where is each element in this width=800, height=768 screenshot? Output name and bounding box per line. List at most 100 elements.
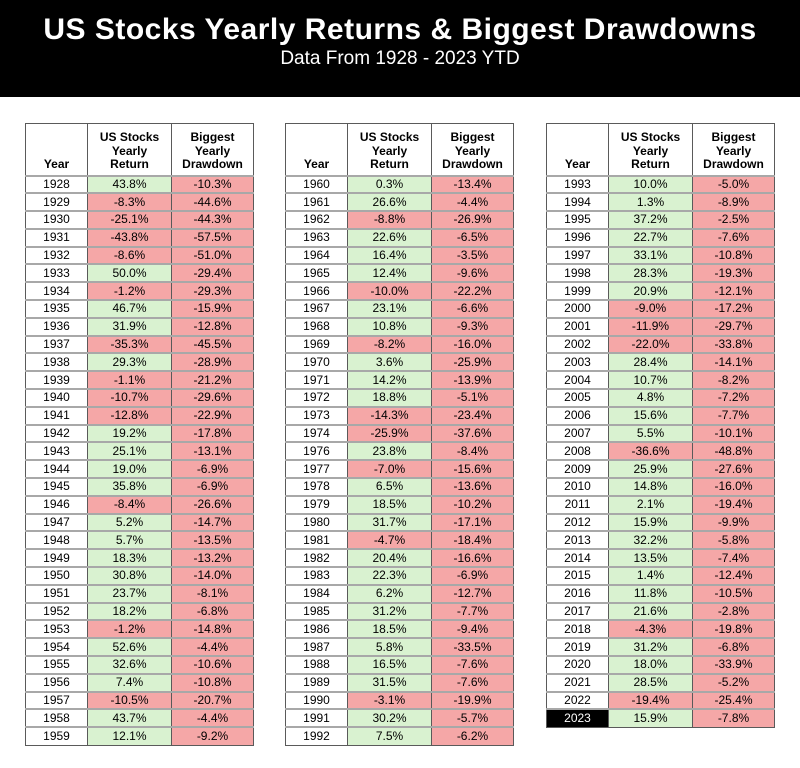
table-row: 2000 -9.0% -17.2% bbox=[546, 299, 775, 318]
table-row: 1965 12.4% -9.6% bbox=[285, 263, 514, 283]
drawdown-cell: -33.5% bbox=[431, 637, 514, 657]
year-cell: 2020 bbox=[546, 655, 609, 674]
year-cell: 2000 bbox=[546, 299, 609, 318]
drawdown-cell: -12.1% bbox=[692, 281, 775, 301]
year-cell: 1998 bbox=[546, 263, 609, 283]
return-column-header: US Stocks Yearly Return bbox=[608, 123, 693, 176]
drawdown-cell: -14.8% bbox=[171, 619, 254, 639]
drawdown-cell: -9.2% bbox=[171, 726, 254, 745]
drawdown-cell: -5.7% bbox=[431, 708, 514, 728]
table-row: 2002 -22.0% -33.8% bbox=[546, 334, 775, 354]
table-row: 1981 -4.7% -18.4% bbox=[285, 530, 514, 550]
return-cell: 21.6% bbox=[608, 601, 693, 621]
return-cell: 30.2% bbox=[347, 708, 432, 728]
year-cell: 1987 bbox=[285, 637, 348, 657]
year-cell: 1969 bbox=[285, 334, 348, 354]
drawdown-cell: -44.6% bbox=[171, 192, 254, 212]
return-cell: 31.2% bbox=[347, 601, 432, 621]
return-cell: 32.2% bbox=[608, 530, 693, 550]
return-cell: 43.8% bbox=[87, 174, 172, 194]
header-row: Year US Stocks Yearly Return Biggest Yea… bbox=[25, 123, 254, 176]
return-cell: -1.2% bbox=[87, 281, 172, 301]
table-row: 2023 15.9% -7.8% bbox=[546, 708, 775, 728]
table-row: 1928 43.8% -10.3% bbox=[25, 174, 254, 194]
return-cell: 16.4% bbox=[347, 245, 432, 265]
drawdown-cell: -7.7% bbox=[431, 601, 514, 621]
return-cell: 31.5% bbox=[347, 672, 432, 692]
year-cell: 1939 bbox=[25, 370, 88, 390]
return-cell: 13.5% bbox=[608, 548, 693, 568]
tables-area: Year US Stocks Yearly Return Biggest Yea… bbox=[0, 97, 800, 768]
drawdown-cell: -9.6% bbox=[431, 263, 514, 283]
year-cell: 1936 bbox=[25, 316, 88, 336]
table-row: 1989 31.5% -7.6% bbox=[285, 672, 514, 692]
drawdown-cell: -16.0% bbox=[692, 477, 775, 496]
return-cell: 5.7% bbox=[87, 530, 172, 550]
year-cell: 1933 bbox=[25, 263, 88, 283]
drawdown-cell: -5.1% bbox=[431, 388, 514, 407]
table-row: 1955 32.6% -10.6% bbox=[25, 655, 254, 674]
table-row: 1980 31.7% -17.1% bbox=[285, 512, 514, 532]
return-cell: 11.8% bbox=[608, 583, 693, 603]
return-cell: -3.1% bbox=[347, 690, 432, 710]
return-cell: 14.2% bbox=[347, 370, 432, 390]
table-row: 1945 35.8% -6.9% bbox=[25, 477, 254, 496]
year-cell: 2008 bbox=[546, 441, 609, 461]
title-banner: US Stocks Yearly Returns & Biggest Drawd… bbox=[0, 0, 800, 97]
return-cell: 50.0% bbox=[87, 263, 172, 283]
return-cell: 10.8% bbox=[347, 316, 432, 336]
year-cell: 1964 bbox=[285, 245, 348, 265]
table-row: 1992 7.5% -6.2% bbox=[285, 726, 514, 745]
return-cell: 14.8% bbox=[608, 477, 693, 496]
drawdown-cell: -13.1% bbox=[171, 441, 254, 461]
header-row: Year US Stocks Yearly Return Biggest Yea… bbox=[546, 123, 775, 176]
drawdown-cell: -44.3% bbox=[171, 210, 254, 229]
return-cell: -1.2% bbox=[87, 619, 172, 639]
return-cell: 2.1% bbox=[608, 494, 693, 514]
drawdown-cell: -12.4% bbox=[692, 566, 775, 585]
year-cell: 1990 bbox=[285, 690, 348, 710]
year-cell: 1950 bbox=[25, 566, 88, 585]
returns-table-1960-1992: Year US Stocks Yearly Return Biggest Yea… bbox=[285, 123, 514, 746]
table-row: 1987 5.8% -33.5% bbox=[285, 637, 514, 657]
return-cell: 18.8% bbox=[347, 388, 432, 407]
drawdown-cell: -10.1% bbox=[692, 423, 775, 443]
table-row: 1982 20.4% -16.6% bbox=[285, 548, 514, 568]
return-cell: 23.1% bbox=[347, 299, 432, 318]
drawdown-cell: -13.4% bbox=[431, 174, 514, 194]
return-cell: 19.0% bbox=[87, 459, 172, 479]
drawdown-cell: -5.8% bbox=[692, 530, 775, 550]
year-cell: 2011 bbox=[546, 494, 609, 514]
table-row: 1968 10.8% -9.3% bbox=[285, 316, 514, 336]
drawdown-cell: -51.0% bbox=[171, 245, 254, 265]
drawdown-cell: -19.4% bbox=[692, 494, 775, 514]
drawdown-cell: -10.2% bbox=[431, 494, 514, 514]
year-cell: 1968 bbox=[285, 316, 348, 336]
year-cell: 2016 bbox=[546, 583, 609, 603]
year-cell: 2015 bbox=[546, 566, 609, 585]
drawdown-cell: -7.7% bbox=[692, 405, 775, 425]
year-cell: 1957 bbox=[25, 690, 88, 710]
year-cell: 1958 bbox=[25, 708, 88, 728]
table-row: 1944 19.0% -6.9% bbox=[25, 459, 254, 479]
return-cell: 30.8% bbox=[87, 566, 172, 585]
drawdown-cell: -2.5% bbox=[692, 210, 775, 229]
drawdown-cell: -10.8% bbox=[171, 672, 254, 692]
table-row: 2012 15.9% -9.9% bbox=[546, 512, 775, 532]
year-cell: 1929 bbox=[25, 192, 88, 212]
drawdown-cell: -12.7% bbox=[431, 583, 514, 603]
year-cell: 1965 bbox=[285, 263, 348, 283]
return-cell: 28.3% bbox=[608, 263, 693, 283]
return-cell: -1.1% bbox=[87, 370, 172, 390]
drawdown-cell: -25.9% bbox=[431, 352, 514, 372]
table-row: 1951 23.7% -8.1% bbox=[25, 583, 254, 603]
table-row: 2009 25.9% -27.6% bbox=[546, 459, 775, 479]
table-row: 1930 -25.1% -44.3% bbox=[25, 210, 254, 229]
returns-table-1993-2023: Year US Stocks Yearly Return Biggest Yea… bbox=[546, 123, 775, 728]
year-cell: 2004 bbox=[546, 370, 609, 390]
table-row: 1938 29.3% -28.9% bbox=[25, 352, 254, 372]
drawdown-cell: -14.1% bbox=[692, 352, 775, 372]
year-cell: 1943 bbox=[25, 441, 88, 461]
year-cell: 1948 bbox=[25, 530, 88, 550]
table-row: 2001 -11.9% -29.7% bbox=[546, 316, 775, 336]
